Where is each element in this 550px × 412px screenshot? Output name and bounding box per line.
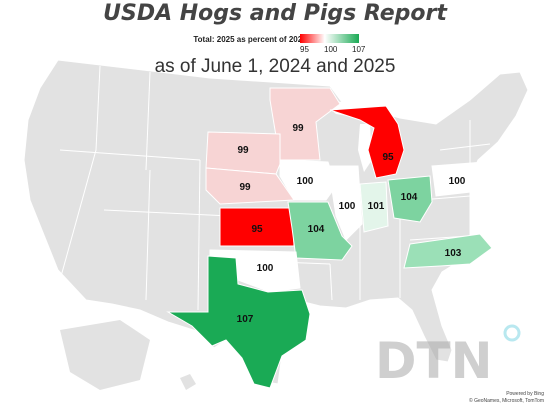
dtn-logo-text: DTN (375, 332, 492, 390)
label-south-dakota: 99 (237, 145, 249, 156)
dtn-logo: DTN (375, 324, 521, 390)
state-pennsylvania[interactable] (431, 161, 489, 197)
label-oklahoma: 100 (257, 263, 274, 274)
state-south-dakota[interactable] (205, 131, 281, 175)
label-missouri: 104 (308, 224, 325, 235)
map-credits: Powered by Bing © GeoNames, Microsoft, T… (469, 391, 544, 405)
label-north-carolina: 103 (445, 248, 462, 259)
label-iowa: 100 (297, 176, 314, 187)
legend-tick-high: 107 (352, 45, 366, 54)
state-michigan[interactable] (329, 105, 405, 179)
label-nebraska: 99 (239, 182, 251, 193)
label-illinois: 100 (339, 201, 356, 212)
lake-michigan (358, 124, 372, 172)
hawaii (180, 374, 196, 390)
credits-powered: Powered by Bing (506, 391, 544, 397)
credits-sources: © GeoNames, Microsoft, TomTom (469, 398, 544, 404)
legend-title: Total: 2025 as percent of 2024 (193, 35, 307, 44)
map-subtitle: as of June 1, 2024 and 2025 (154, 56, 396, 77)
state-indiana[interactable] (359, 181, 389, 233)
label-ohio: 104 (401, 192, 418, 203)
label-michigan: 95 (382, 152, 394, 163)
state-texas[interactable] (166, 255, 311, 389)
legend-colorbar (300, 34, 359, 43)
state-minnesota[interactable] (269, 87, 341, 161)
label-minnesota: 99 (292, 123, 304, 134)
map-title: USDA Hogs and Pigs Report (103, 1, 447, 26)
state-iowa[interactable] (279, 159, 337, 201)
label-texas: 107 (237, 314, 254, 325)
alaska (60, 320, 150, 390)
label-kansas: 95 (251, 224, 263, 235)
dtn-logo-dot (503, 324, 521, 342)
label-pennsylvania: 100 (449, 176, 466, 187)
state-ohio[interactable] (387, 175, 433, 223)
state-north-carolina[interactable] (403, 233, 493, 269)
state-missouri[interactable] (287, 201, 353, 261)
state-nebraska[interactable] (205, 167, 295, 205)
legend-tick-low: 95 (300, 45, 309, 54)
legend-tick-mid: 100 (324, 45, 338, 54)
label-indiana: 101 (368, 201, 385, 212)
